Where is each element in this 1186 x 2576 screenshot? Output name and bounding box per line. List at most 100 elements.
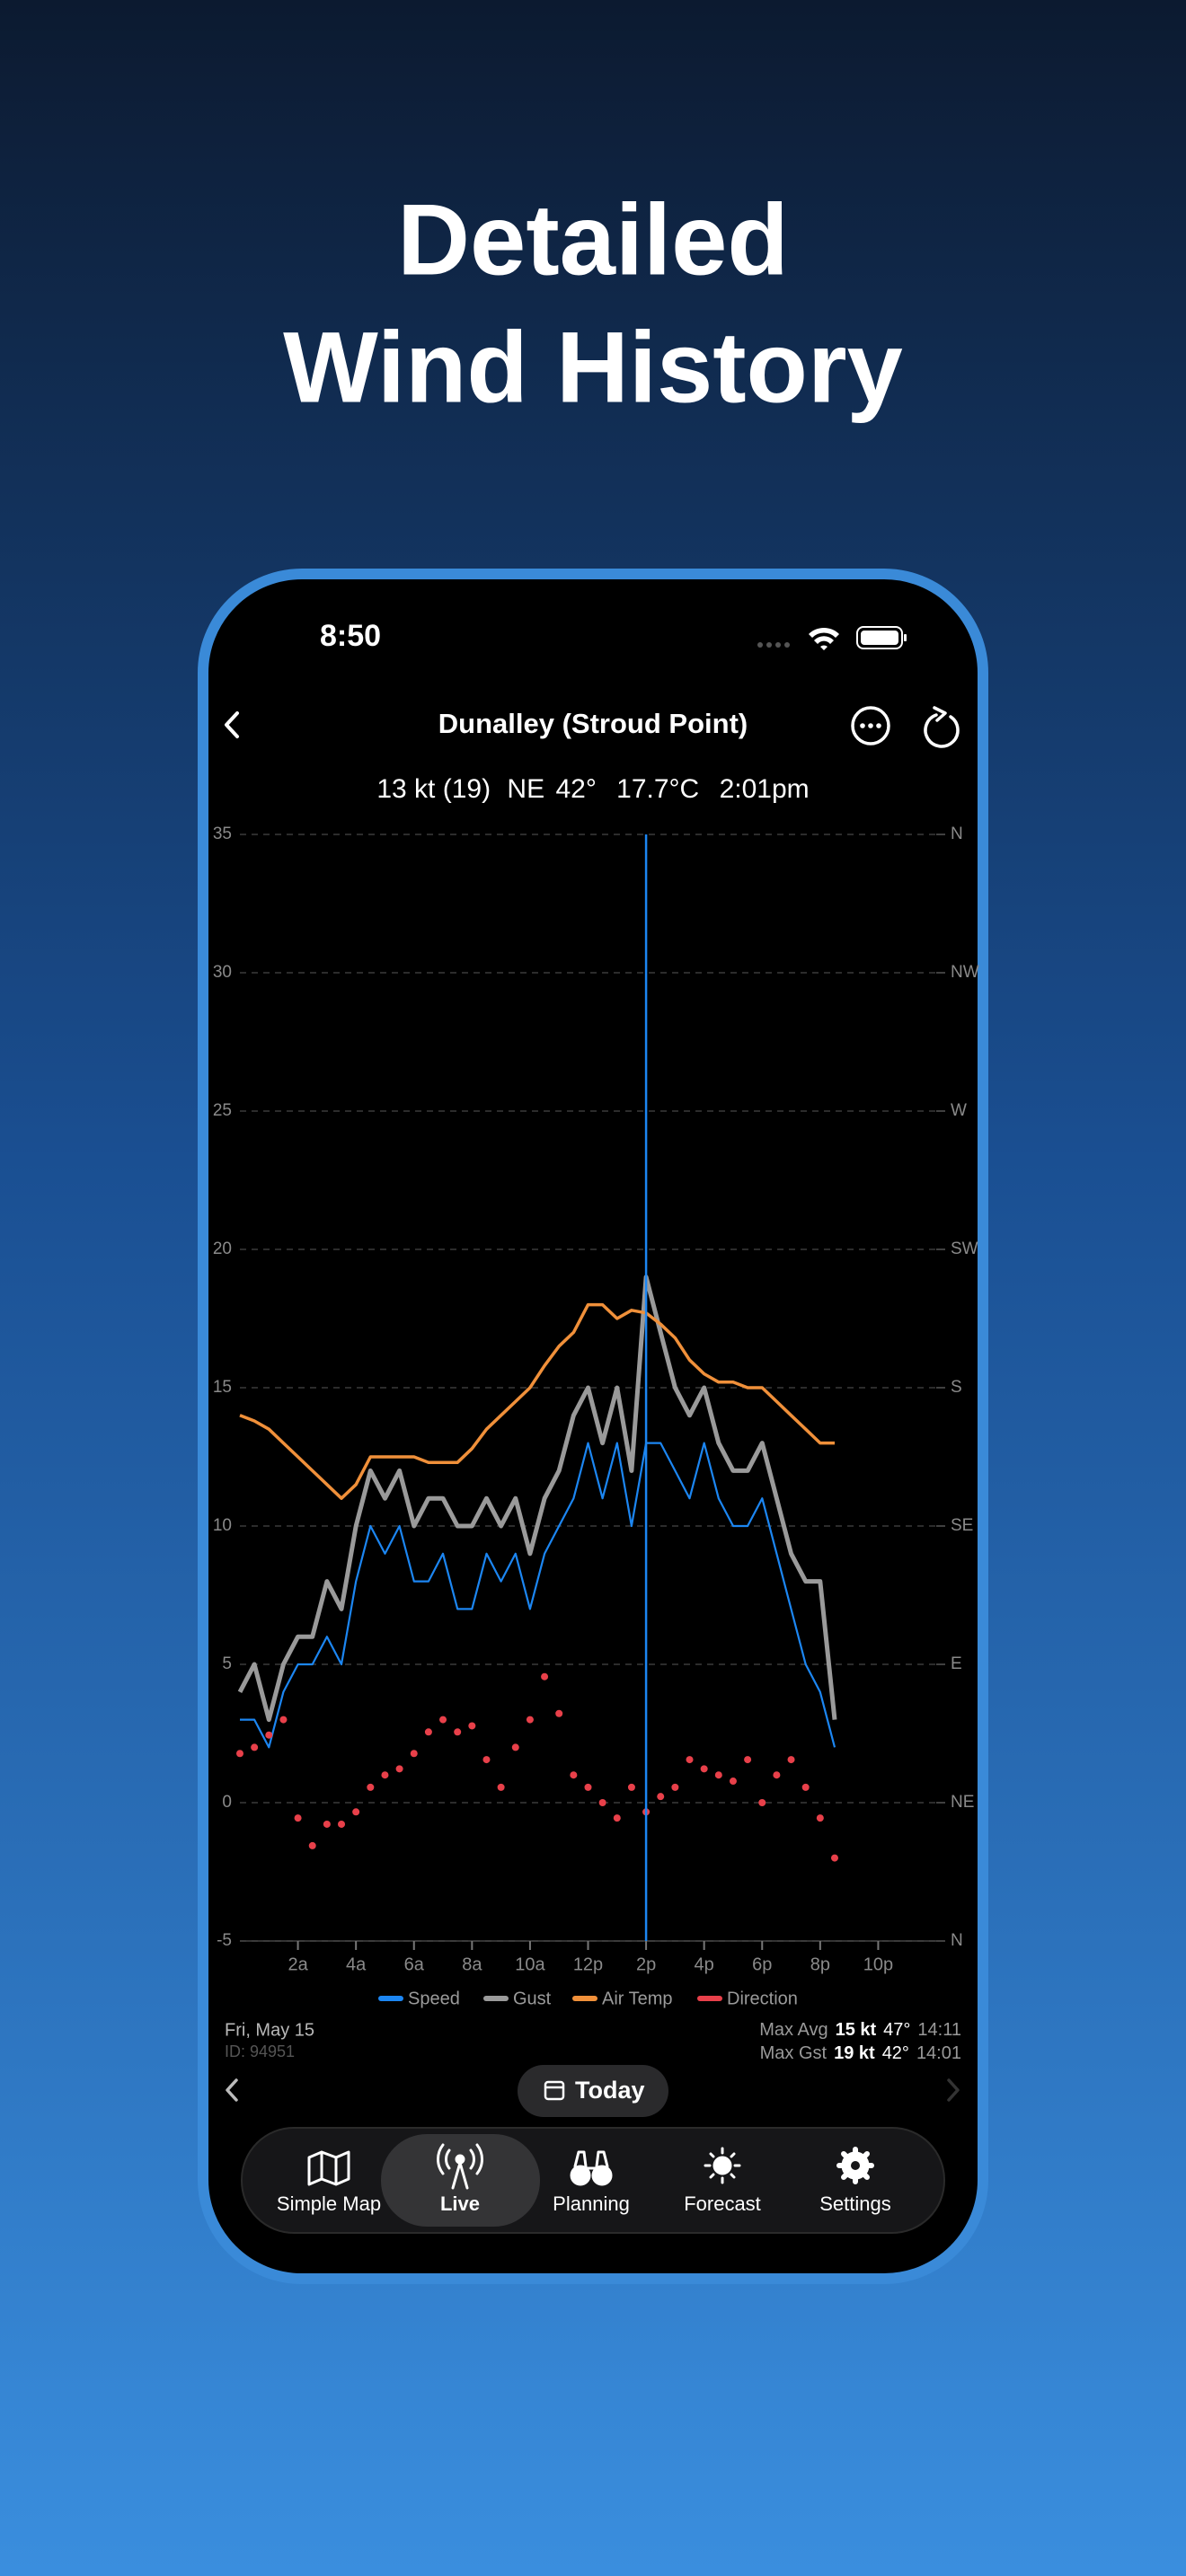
today-label: Today <box>575 2077 645 2104</box>
tab-label[interactable]: Planning <box>553 2192 630 2215</box>
direction-dot <box>352 1808 360 1816</box>
y2-tick-label: S <box>951 1378 962 1397</box>
today-button[interactable]: Today <box>518 2065 668 2117</box>
x-tick-label: 10a <box>515 1954 545 1974</box>
direction-dot <box>251 1743 259 1751</box>
x-tick-label: 4p <box>695 1954 714 1974</box>
direction-dot <box>657 1793 665 1801</box>
direction-dot <box>497 1783 505 1791</box>
direction-dot <box>830 1854 838 1862</box>
direction-dot <box>801 1783 810 1791</box>
x-tick-label: 2p <box>636 1954 656 1974</box>
max-avg-dir: 47° <box>883 2020 910 2040</box>
direction-dot <box>338 1820 346 1828</box>
max-avg-time: 14:11 <box>917 2020 961 2040</box>
station-title: Dunalley (Stroud Point) <box>438 708 748 739</box>
direction-dot <box>323 1820 331 1828</box>
tab-label[interactable]: Forecast <box>684 2192 761 2215</box>
max-gust-speed: 19 kt <box>834 2043 875 2063</box>
y-tick-label: 5 <box>222 1654 232 1673</box>
direction-dot <box>613 1814 621 1822</box>
direction-dot <box>265 1731 273 1739</box>
direction-dot <box>627 1783 635 1791</box>
y2-tick-label: NE <box>951 1793 974 1812</box>
legend-label: Gust <box>513 1989 552 2008</box>
legend-label: Direction <box>727 1989 798 2008</box>
x-tick-label: 6a <box>404 1954 425 1974</box>
y-tick-label: -5 <box>217 1931 232 1950</box>
refresh-button[interactable] <box>924 706 960 748</box>
max-gust-dir: 42° <box>882 2043 909 2063</box>
direction-dot <box>773 1771 781 1779</box>
current-speed: 13 kt (19) <box>376 774 491 804</box>
direction-dot <box>511 1743 519 1751</box>
max-avg: Max Avg 15 kt 47° 14:11 <box>759 2020 961 2040</box>
direction-dot <box>787 1756 795 1764</box>
direction-dot <box>279 1716 288 1724</box>
status-icons <box>757 626 907 650</box>
settings-icon <box>836 2147 874 2184</box>
x-tick-label: 8p <box>810 1954 830 1974</box>
tab-label[interactable]: Live <box>440 2192 480 2215</box>
next-day[interactable] <box>947 2078 960 2102</box>
y-tick-label: 0 <box>222 1793 232 1812</box>
prev-day[interactable] <box>226 2078 238 2102</box>
y-tick-label: 30 <box>213 963 232 982</box>
x-tick-label: 10p <box>863 1954 893 1974</box>
planning-icon <box>570 2150 613 2186</box>
y-tick-label: 35 <box>213 825 232 843</box>
direction-dot <box>598 1799 606 1806</box>
y2-tick-label: NW <box>951 963 979 982</box>
direction-dot <box>744 1756 752 1764</box>
active-tab-highlight <box>381 2134 540 2227</box>
y2-tick-label: N <box>951 1931 963 1950</box>
direction-dot <box>482 1756 491 1764</box>
direction-dot <box>395 1765 403 1773</box>
tab-label[interactable]: Simple Map <box>277 2192 381 2215</box>
live-icon <box>437 2143 483 2190</box>
max-gust-label: Max Gst <box>760 2043 828 2063</box>
legend-label: Speed <box>408 1989 460 2008</box>
x-tick-label: 6p <box>752 1954 772 1974</box>
direction-dot <box>671 1783 679 1791</box>
map-icon <box>307 2150 350 2186</box>
more-button[interactable] <box>851 706 890 745</box>
y-tick-label: 15 <box>213 1378 232 1397</box>
current-time: 2:01pm <box>720 774 810 804</box>
direction-dot <box>758 1799 766 1806</box>
y2-tick-label: SW <box>951 1239 978 1258</box>
direction-dot <box>816 1814 824 1822</box>
direction-dot <box>468 1722 476 1730</box>
tab-label[interactable]: Settings <box>819 2192 891 2215</box>
tabs: Simple Map Live Planning Forecast Settings <box>277 2192 891 2215</box>
y2-tick-label: N <box>951 825 963 843</box>
max-gust-time: 14:01 <box>916 2043 961 2063</box>
y-tick-label: 10 <box>213 1516 232 1535</box>
direction-dot <box>541 1672 549 1681</box>
y-tick-label: 20 <box>213 1239 232 1258</box>
direction-dot <box>526 1716 534 1724</box>
back-button[interactable] <box>225 711 239 738</box>
series-line <box>237 1275 837 1723</box>
phone-frame <box>198 569 988 2284</box>
y2-tick-label: E <box>951 1654 962 1673</box>
current-conditions: 13 kt (19) NE 42° 17.7°C 2:01pm <box>376 774 809 804</box>
x-tick-label: 2a <box>288 1954 308 1974</box>
y2-tick-label: W <box>951 1101 967 1120</box>
max-gust: Max Gst 19 kt 42° 14:01 <box>760 2043 961 2063</box>
status-time: 8:50 <box>320 619 381 653</box>
forecast-icon <box>704 2147 741 2184</box>
direction-dot <box>381 1771 389 1779</box>
direction-dot <box>454 1728 462 1736</box>
y-tick-label: 25 <box>213 1101 232 1120</box>
direction-dot <box>729 1778 737 1786</box>
direction-dot <box>424 1728 432 1736</box>
max-avg-label: Max Avg <box>759 2020 828 2040</box>
direction-dot <box>700 1765 708 1773</box>
current-dir: NE <box>507 774 544 804</box>
max-avg-speed: 15 kt <box>836 2020 877 2040</box>
headline: Detailed <box>397 184 789 296</box>
headline: Wind History <box>283 312 903 424</box>
